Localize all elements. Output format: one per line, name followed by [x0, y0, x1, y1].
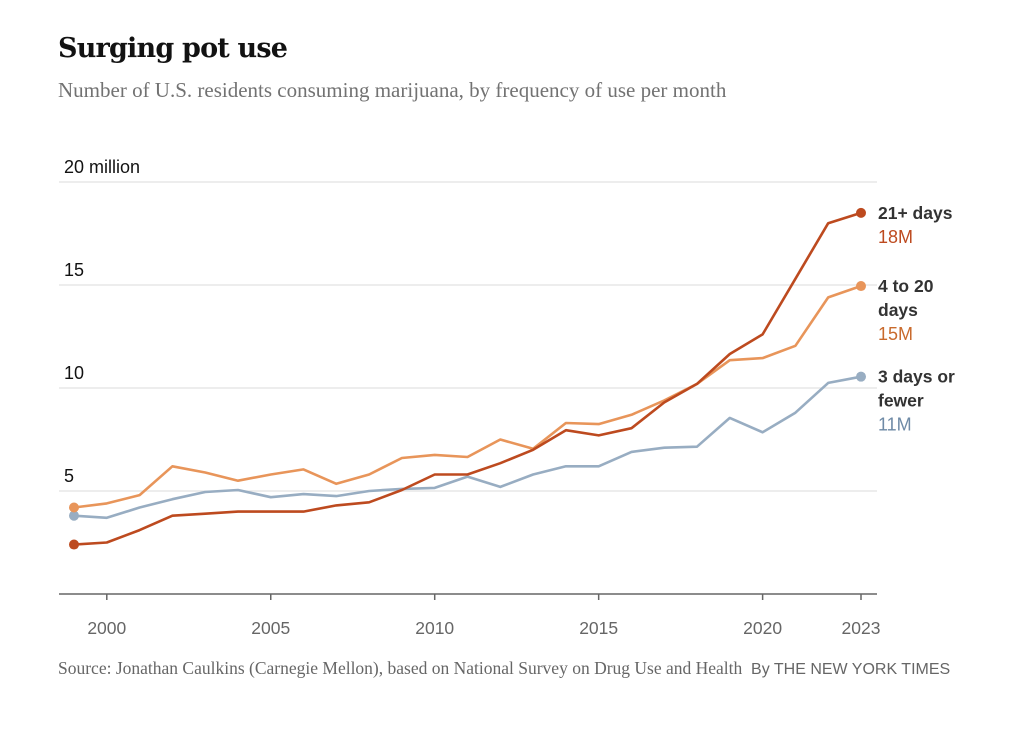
- x-axis: 2000 2005 2010 2015 2020 2023: [59, 593, 881, 638]
- series-line-4-to-20-days: [72, 284, 863, 509]
- series-line-21plus-days: [72, 211, 863, 546]
- y-tick-label: 10: [64, 363, 84, 383]
- source-note: Source: Jonathan Caulkins (Carnegie Mell…: [58, 656, 958, 682]
- x-tick-label: 2020: [743, 618, 782, 638]
- series-lines: [69, 207, 866, 550]
- y-tick-label: 5: [64, 466, 74, 486]
- series-label-name: fewer: [878, 391, 924, 411]
- series-label-value: 11M: [878, 415, 912, 435]
- x-tick-label: 2005: [251, 618, 290, 638]
- series-labels: 21+ days 18M 4 to 20 days 15M 3 days or fewer 1…: [878, 203, 955, 435]
- x-tick-label: 2023: [842, 618, 881, 638]
- x-tick-label: 2000: [87, 618, 126, 638]
- source-text: Source: Jonathan Caulkins (Carnegie Mell…: [58, 658, 743, 678]
- series-end-point: [856, 207, 866, 218]
- series-label-name: 21+ days: [878, 203, 953, 223]
- series-label-value: 18M: [878, 227, 913, 247]
- series-start-point: [69, 510, 79, 521]
- series-label-name: 3 days or: [878, 367, 955, 387]
- y-axis-ticks: 5 10 15 20 million: [64, 157, 140, 486]
- x-tick-label: 2010: [415, 618, 454, 638]
- series-label-value: 15M: [878, 324, 913, 344]
- gridlines: [59, 181, 877, 492]
- chart-title: Surging pot use: [58, 33, 288, 64]
- series-end-point: [856, 281, 866, 292]
- y-tick-label: 20 million: [64, 157, 140, 177]
- series-label-name: 4 to 20: [878, 276, 934, 296]
- series-label-name: days: [878, 300, 918, 320]
- y-tick-label: 15: [64, 260, 84, 280]
- series-start-point: [69, 502, 79, 513]
- series-line-3-days-or-fewer: [72, 375, 863, 520]
- series-start-point: [69, 539, 79, 550]
- chart-subtitle: Number of U.S. residents consuming marij…: [58, 78, 727, 102]
- byline: By THE NEW YORK TIMES: [751, 661, 951, 678]
- series-end-point: [856, 371, 866, 382]
- x-tick-label: 2015: [579, 618, 618, 638]
